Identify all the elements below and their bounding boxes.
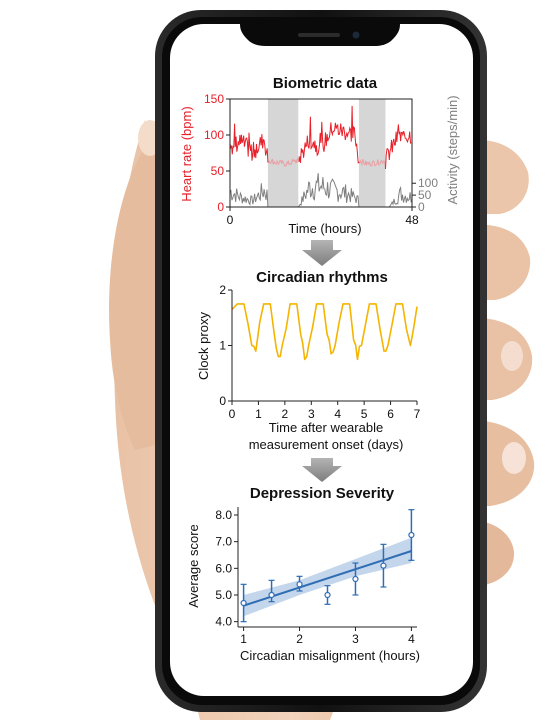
confidence-band <box>243 537 412 617</box>
heart-rate-line-awake <box>298 105 360 164</box>
sleep-interval <box>358 99 386 207</box>
score-point <box>380 562 387 569</box>
score-tick-label: 8.0 <box>215 508 232 522</box>
front-camera <box>352 31 360 39</box>
heart-rate-tick-label: 100 <box>204 128 224 142</box>
heart-rate-line-awake <box>229 123 269 163</box>
days-tick-label: 7 <box>414 407 421 421</box>
days-tick-label: 3 <box>308 407 315 421</box>
clock-proxy-tick-label: 0 <box>219 394 226 408</box>
heart-rate-ticks: 0 50 100 150 <box>204 92 230 214</box>
sleep-shading <box>267 99 386 207</box>
sleep-interval <box>267 99 299 207</box>
biometric-plot-frame <box>229 98 413 208</box>
time-tick-label: 0 <box>227 213 234 227</box>
depression-axes: 4.0 5.0 6.0 7.0 8.0 1 2 3 4 <box>215 507 417 646</box>
clock-proxy-axis-label: Clock proxy <box>196 312 211 380</box>
days-tick-label: 2 <box>282 407 289 421</box>
misalignment-tick-label: 2 <box>296 632 303 646</box>
heart-rate-line-awake <box>385 124 412 170</box>
days-tick-label: 4 <box>334 407 341 421</box>
days-axis-label-line-2: measurement onset (days) <box>249 437 404 452</box>
score-tick-label: 7.0 <box>215 535 232 549</box>
confidence-band-area <box>243 537 412 617</box>
heart-rate-tick-label: 0 <box>217 200 224 214</box>
time-tick-label: 48 <box>405 213 419 227</box>
activity-tick-label: 100 <box>418 176 438 190</box>
days-tick-label: 5 <box>361 407 368 421</box>
average-score-axis-label: Average score <box>186 524 201 608</box>
time-axis-label: Time (hours) <box>288 221 361 236</box>
time-ticks: 0 48 <box>227 207 419 227</box>
speaker-grille <box>298 33 340 37</box>
score-point <box>324 591 331 599</box>
heart-rate-line-sleep <box>268 155 300 167</box>
clock-proxy-line <box>231 303 418 361</box>
misalignment-tick-label: 3 <box>352 632 359 646</box>
misalignment-tick-label: 4 <box>408 632 415 646</box>
score-point <box>352 575 359 583</box>
misalignment-axis-label: Circadian misalignment (hours) <box>240 648 420 663</box>
clock-proxy-tick-label: 2 <box>219 283 226 297</box>
circadian-panel: Circadian rhythms 0 1 2 0 1 2 3 4 5 6 7 Clock prox… <box>196 269 421 452</box>
score-point <box>408 531 415 539</box>
days-tick-label: 1 <box>255 407 262 421</box>
score-point <box>296 581 303 588</box>
fingernail <box>501 341 523 371</box>
depression-title: Depression Severity <box>250 485 395 502</box>
down-arrow-1 <box>302 240 342 266</box>
circadian-axes: 0 1 2 0 1 2 3 4 5 6 7 <box>219 283 420 421</box>
misalignment-tick-label: 1 <box>240 632 247 646</box>
activity-tick-label: 0 <box>418 200 425 214</box>
score-tick-label: 6.0 <box>215 561 232 575</box>
heart-rate-line-sleep <box>359 159 386 170</box>
score-tick-label: 5.0 <box>215 588 232 602</box>
days-tick-label: 6 <box>387 407 394 421</box>
heart-rate-axis-label: Heart rate (bpm) <box>179 106 194 201</box>
activity-tick-label: 50 <box>418 188 432 202</box>
clock-proxy-series <box>231 303 418 361</box>
activity-axis-label: Activity (steps/min) <box>445 95 460 204</box>
depression-panel: Depression Severity 4.05.06.07.08.01 2 3 4 … <box>186 485 420 663</box>
clock-proxy-tick-label: 1 <box>219 339 226 353</box>
heart-rate-tick-label: 50 <box>211 164 225 178</box>
score-point <box>240 599 247 607</box>
down-arrow-2 <box>302 458 342 482</box>
fingernail <box>502 442 526 474</box>
score-point <box>268 591 275 599</box>
circadian-title: Circadian rhythms <box>256 269 388 286</box>
heart-rate-series <box>229 105 412 170</box>
days-tick-label: 0 <box>229 407 236 421</box>
days-axis-label-line-1: Time after wearable <box>269 420 383 435</box>
score-points <box>240 509 415 623</box>
phone-screen <box>170 24 473 696</box>
score-tick-label: 4.0 <box>215 615 232 629</box>
heart-rate-tick-label: 150 <box>204 92 224 106</box>
biometric-title: Biometric data <box>273 75 378 92</box>
phone <box>155 10 487 712</box>
